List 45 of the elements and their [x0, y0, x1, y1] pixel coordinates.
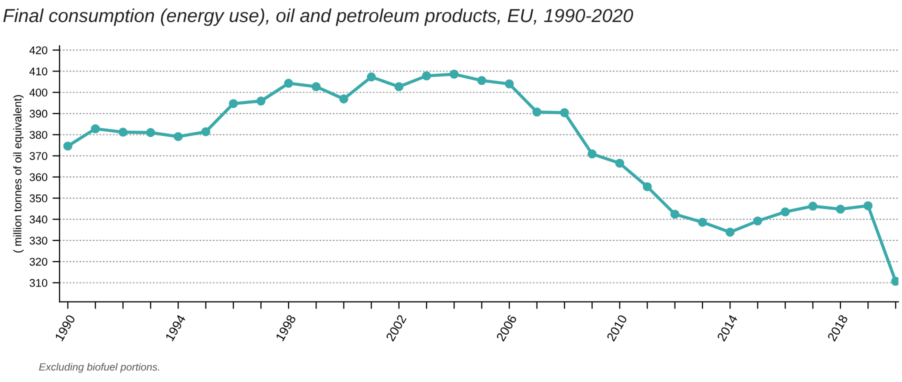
y-tick-label: 410	[29, 67, 48, 76]
point	[284, 78, 294, 88]
point	[864, 201, 873, 210]
y-tick-label: 380	[30, 130, 48, 139]
point	[588, 149, 597, 158]
point	[201, 127, 210, 136]
y-tick-label: 420	[29, 46, 48, 54]
point	[532, 108, 542, 117]
chart-title: Final consumption (energy use), oil and petroleum products, EU, 1990-2020	[3, 8, 634, 26]
point	[312, 82, 321, 92]
point	[726, 228, 735, 237]
point	[504, 79, 514, 88]
point	[477, 76, 486, 86]
point	[339, 94, 348, 104]
y-axis-title: ( million tonnes of oil equivalent)	[13, 95, 24, 252]
point	[90, 124, 100, 134]
point	[228, 99, 238, 108]
y-tick-label: 400	[29, 88, 48, 97]
point	[808, 202, 818, 211]
y-tick-label: 340	[30, 216, 48, 224]
point	[256, 96, 266, 106]
point	[63, 142, 72, 151]
point	[780, 207, 790, 216]
y-tick-label: 370	[30, 152, 48, 160]
y-tick-label: 330	[30, 236, 48, 245]
point	[394, 82, 404, 92]
point	[450, 70, 459, 79]
y-tick-label: 360	[30, 173, 48, 182]
point	[560, 108, 570, 118]
point	[642, 182, 652, 192]
point	[753, 216, 762, 226]
point	[422, 71, 432, 80]
point	[615, 158, 624, 168]
point	[118, 128, 128, 137]
point	[836, 204, 845, 214]
point	[698, 218, 707, 227]
text: Excluding biofuel portions.	[39, 362, 160, 373]
point	[366, 72, 376, 82]
y-tick-label: 390	[30, 110, 48, 118]
y-tick-label: 320	[30, 258, 48, 266]
point	[146, 128, 156, 138]
point	[670, 210, 680, 219]
y-tick-label: 310	[30, 279, 48, 287]
point	[174, 132, 183, 142]
y-tick-label: 350	[30, 194, 48, 202]
